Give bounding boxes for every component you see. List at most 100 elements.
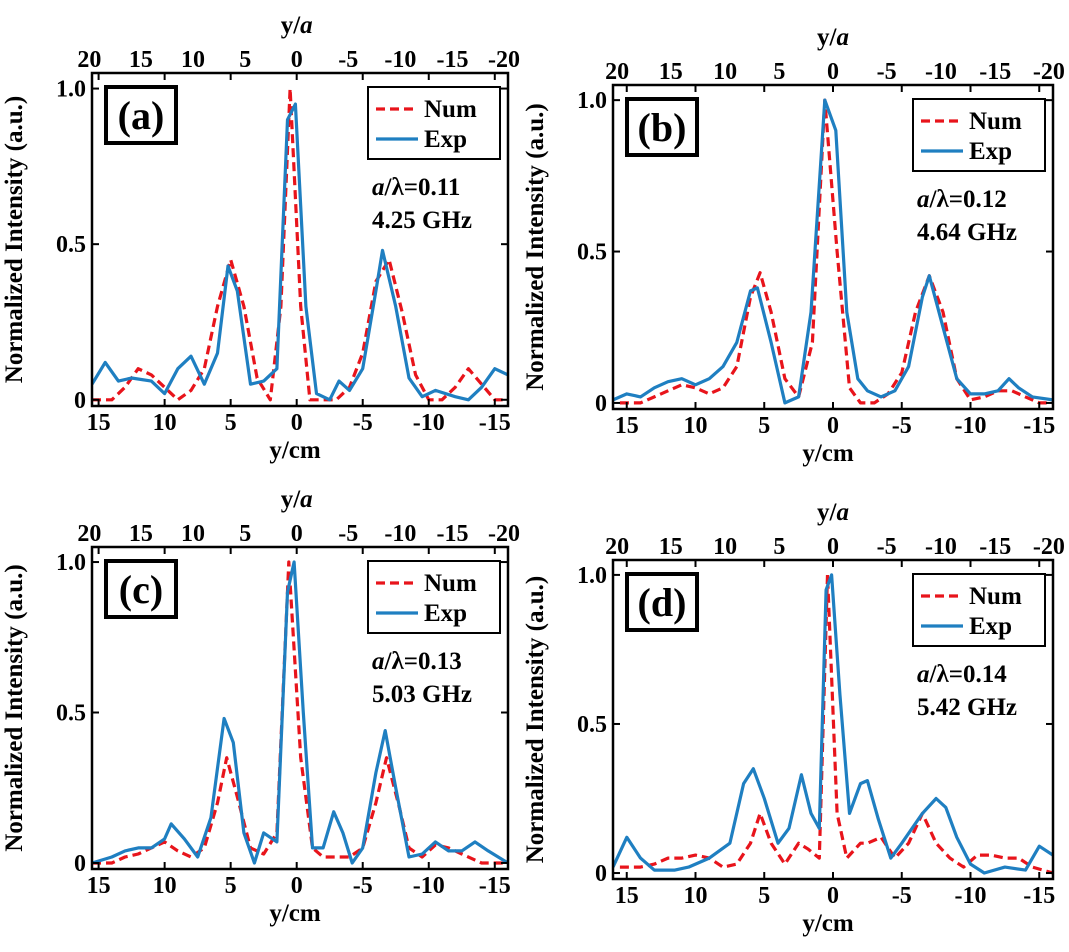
top-x-axis-label: y/a [817, 499, 849, 526]
y-axis-label: Normalized Intensity (a.u.) [1, 564, 28, 851]
top-x-tick-label: -5 [338, 47, 358, 73]
x-tick-label: 10 [684, 883, 708, 909]
ratio-rest: /λ= [384, 174, 418, 201]
top-x-tick-label: -20 [488, 521, 520, 547]
x-axis-label: y/cm [269, 900, 321, 927]
x-tick-label: 5 [758, 883, 770, 909]
legend-box [367, 560, 501, 634]
x-tick-label: 15 [615, 413, 639, 439]
x-tick-label: -15 [479, 873, 511, 899]
top-x-tick-label: 20 [77, 521, 101, 547]
top-x-tick-label: 15 [659, 534, 683, 560]
top-x-axis-label: y/a [281, 486, 313, 513]
top-x-tick-label: -10 [384, 521, 416, 547]
top-x-tick-label: -20 [1033, 59, 1065, 85]
ratio-rest: /λ= [929, 186, 963, 213]
top-x-axis-label-italic: a [300, 486, 313, 513]
frequency-annotation: 5.42 GHz [917, 694, 1017, 721]
top-x-tick-label: 10 [713, 59, 737, 85]
ratio-rest: /λ= [929, 661, 963, 688]
top-x-axis-label-prefix: y/ [281, 486, 302, 513]
series-exp-line [92, 102, 508, 402]
x-tick-label: 15 [87, 873, 111, 899]
x-tick-label: 15 [87, 410, 111, 436]
panel-label: (a) [118, 93, 165, 138]
top-x-tick-label: -5 [877, 534, 897, 560]
x-tick-label: -5 [353, 873, 373, 899]
legend-box [912, 573, 1046, 647]
top-x-axis-label-italic: a [300, 12, 313, 39]
series-exp-line [613, 573, 1053, 875]
y-tick-label: 1.0 [56, 550, 86, 576]
x-tick-label: 0 [827, 413, 839, 439]
y-tick-label: 0.5 [56, 701, 86, 727]
panel-b: 15 10 5 0 -5 -10 -15 20 15 10 5 0 -5 -10 -15 -20 0 0.5 1.0… [522, 24, 1065, 467]
x-tick-label: -10 [413, 410, 445, 436]
top-x-tick-label: -15 [979, 59, 1011, 85]
panel-label: (c) [119, 567, 163, 612]
top-x-tick-label: 15 [659, 59, 683, 85]
legend-num-label: Num [969, 108, 1022, 135]
top-x-tick-label: 15 [129, 47, 153, 73]
y-tick-label: 0 [595, 391, 607, 417]
legend-exp-label: Exp [424, 126, 467, 153]
x-tick-label: 0 [291, 873, 303, 899]
ratio-rest: /λ= [384, 648, 418, 675]
y-tick-label: 0.5 [577, 240, 607, 266]
plot-frame [90, 71, 510, 408]
x-tick-label: -15 [1023, 413, 1055, 439]
plot-frame [90, 545, 510, 871]
y-tick-label: 1.0 [577, 563, 607, 589]
top-x-tick-label: -15 [979, 534, 1011, 560]
top-x-tick-label: 0 [827, 534, 839, 560]
ratio-value: 0.13 [418, 648, 462, 675]
top-x-tick-label: 20 [605, 534, 629, 560]
panel-label-box [104, 559, 178, 619]
y-tick-label: 0.5 [577, 712, 607, 738]
x-tick-label: 15 [615, 883, 639, 909]
x-tick-label: -15 [1023, 883, 1055, 909]
panel-a: 15 10 5 0 -5 -10 -15 20 15 10 5 0 -5 -10 -15 -20 0 0.5 1.0… [1, 12, 520, 464]
top-x-axis-label: y/a [817, 24, 849, 51]
top-x-tick-label: 20 [77, 47, 101, 73]
x-tick-label: -15 [479, 410, 511, 436]
ratio-symbol: a [917, 661, 930, 688]
series-num-line [92, 560, 508, 865]
x-tick-label: 10 [153, 410, 177, 436]
legend-box [912, 98, 1046, 172]
y-tick-label: 0.5 [56, 232, 86, 258]
top-x-tick-label: 15 [129, 521, 153, 547]
panel-label-box [104, 85, 178, 145]
ratio-symbol: a [372, 648, 385, 675]
legend-exp-label: Exp [424, 600, 467, 627]
top-x-tick-label: 10 [713, 534, 737, 560]
y-tick-label: 0 [74, 851, 86, 877]
x-tick-label: 5 [758, 413, 770, 439]
legend-num-label: Num [424, 96, 477, 123]
x-tick-label: 5 [225, 873, 237, 899]
y-axis-label: Normalized Intensity (a.u.) [522, 576, 549, 863]
top-x-tick-label: -10 [925, 534, 957, 560]
y-axis-label: Normalized Intensity (a.u.) [522, 103, 549, 390]
frequency-annotation: 5.03 GHz [372, 681, 472, 708]
top-x-tick-label: 5 [773, 59, 785, 85]
panel-label-box [625, 572, 699, 632]
x-axis-label: y/cm [802, 910, 854, 937]
x-tick-label: 5 [225, 410, 237, 436]
legend-num-label: Num [424, 570, 477, 597]
ratio-symbol: a [917, 186, 930, 213]
series-num-line [619, 98, 1053, 405]
frequency-annotation: 4.64 GHz [917, 219, 1017, 246]
x-tick-label: 10 [684, 413, 708, 439]
x-tick-label: -5 [353, 410, 373, 436]
x-tick-label: -5 [892, 883, 912, 909]
y-tick-label: 0 [595, 861, 607, 887]
legend-num-label: Num [969, 583, 1022, 610]
top-x-tick-label: 0 [291, 47, 303, 73]
y-axis-label: Normalized Intensity (a.u.) [1, 96, 28, 383]
top-x-tick-label: 10 [181, 47, 205, 73]
ratio-annotation: a/λ=0.12 [917, 186, 1007, 213]
panel-c: 15 10 5 0 -5 -10 -15 20 15 10 5 0 -5 -10 -15 -20 0 0.5 1.0… [1, 486, 520, 927]
top-x-tick-label: -10 [384, 47, 416, 73]
ratio-value: 0.14 [963, 661, 1007, 688]
